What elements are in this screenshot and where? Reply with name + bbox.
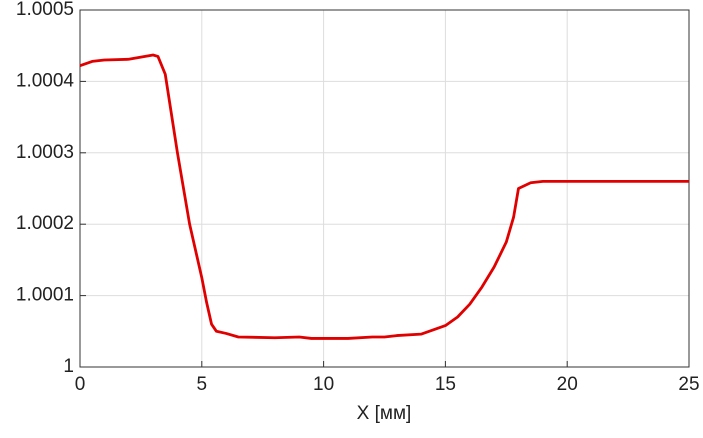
- plot-border: [79, 9, 690, 368]
- x-tick-label: 5: [197, 374, 208, 395]
- y-tick-label: 1.0001: [16, 285, 74, 306]
- y-tick-label: 1: [63, 356, 74, 377]
- x-tick-label: 15: [435, 374, 456, 395]
- data-line: [79, 53, 689, 340]
- x-tick-label: 0: [75, 374, 86, 395]
- y-tick-label: 1.0002: [16, 213, 74, 234]
- x-tick-label: 20: [557, 374, 578, 395]
- x-axis-label: X [мм]: [357, 403, 412, 424]
- x-tick-label: 10: [313, 374, 334, 395]
- y-tick-label: 1.0005: [16, 0, 74, 20]
- y-tick-label: 1.0003: [16, 142, 74, 163]
- y-tick-label: 1.0004: [16, 70, 75, 91]
- x-tick-label: 25: [678, 374, 699, 395]
- plot-frame: [79, 9, 690, 368]
